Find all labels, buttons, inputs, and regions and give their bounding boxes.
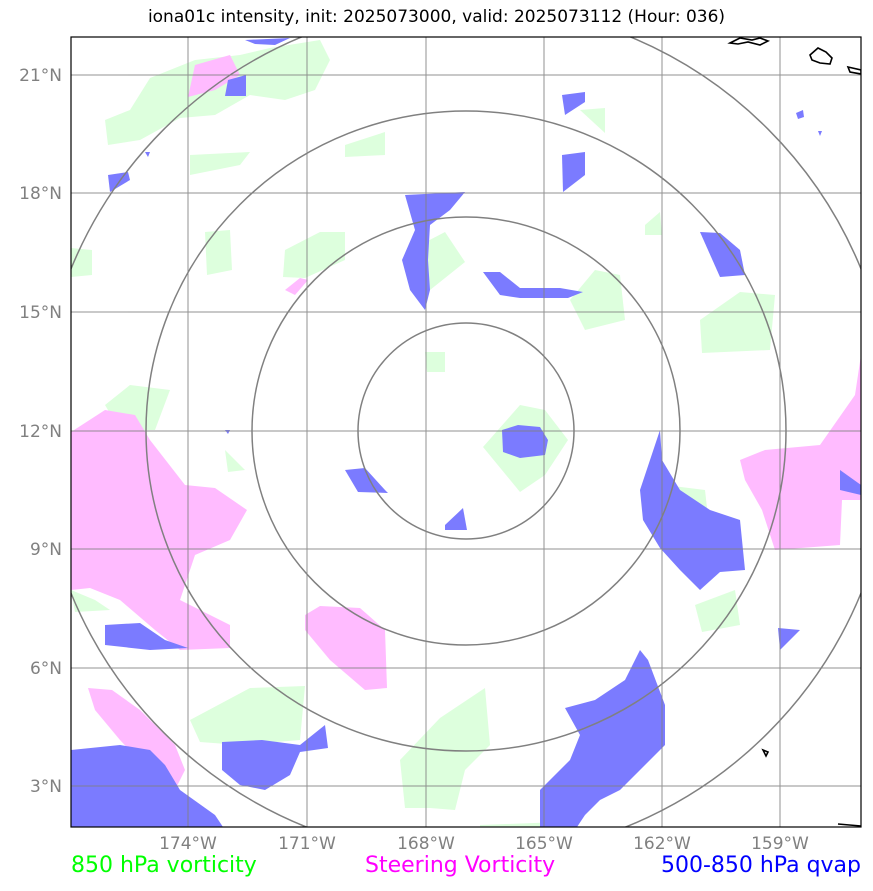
qvap-region — [71, 745, 223, 827]
vort850-region — [695, 590, 740, 632]
vort850-region — [205, 230, 232, 275]
qvap-region — [502, 425, 548, 458]
vort850-region — [71, 590, 110, 612]
lon-label: 171°W — [278, 834, 336, 854]
plot-frame — [70, 36, 862, 828]
vort850-region — [190, 152, 250, 175]
vort850-region — [420, 232, 465, 290]
gridlines — [71, 37, 861, 827]
lat-label: 18°N — [19, 184, 62, 204]
qvap-region — [225, 75, 246, 96]
legend-850-vorticity: 850 hPa vorticity — [71, 853, 257, 878]
island-coastline — [809, 47, 833, 65]
range-rings — [71, 37, 861, 827]
qvap-region — [840, 470, 861, 495]
lon-label: 159°W — [751, 834, 809, 854]
legend-steering-vorticity: Steering Vorticity — [365, 853, 556, 878]
range-ring — [357, 322, 575, 540]
vort850-region — [645, 212, 662, 235]
qvap-region — [345, 468, 388, 493]
steering-region — [188, 55, 240, 97]
island-coastline — [727, 37, 770, 46]
qvap-fields — [71, 38, 861, 827]
map-title: iona01c intensity, init: 2025073000, val… — [147, 7, 726, 27]
qvap-region — [445, 508, 467, 530]
qvap-region — [105, 623, 188, 650]
vort850-region — [105, 40, 330, 145]
qvap-region — [245, 38, 290, 45]
longitude-labels: 174°W 171°W 168°W 165°W 162°W 159°W — [159, 834, 809, 854]
vort850-region — [425, 352, 445, 372]
lon-label: 165°W — [515, 834, 573, 854]
lon-label: 174°W — [159, 834, 217, 854]
vort850-region — [570, 270, 625, 330]
qvap-region — [222, 725, 328, 790]
qvap-region — [402, 192, 465, 310]
lon-label: 162°W — [633, 834, 691, 854]
legend-qvap: 500-850 hPa qvap — [660, 853, 861, 878]
vort850-region — [225, 450, 245, 472]
latitude-labels: 21°N 18°N 15°N 12°N 9°N 6°N 3°N — [19, 66, 62, 797]
vort850-region — [283, 232, 345, 278]
qvap-region — [562, 92, 585, 115]
vort850-fields — [71, 40, 775, 827]
steering-region — [305, 606, 387, 690]
qvap-region — [700, 232, 745, 277]
steering-region — [285, 278, 308, 295]
lat-label: 21°N — [19, 66, 62, 86]
qvap-region — [640, 430, 745, 590]
lat-label: 15°N — [19, 303, 62, 323]
vort850-region — [700, 292, 775, 353]
island-coastline — [837, 823, 861, 827]
qvap-region — [145, 152, 150, 157]
coastlines — [727, 37, 861, 827]
lon-label: 168°W — [397, 834, 455, 854]
qvap-region — [562, 152, 585, 192]
steering-region — [71, 410, 247, 650]
lat-label: 6°N — [30, 659, 62, 679]
steering-region — [740, 355, 861, 550]
range-ring — [145, 110, 787, 752]
vort850-region — [190, 686, 305, 745]
island-coastline — [761, 748, 770, 758]
lat-label: 9°N — [30, 540, 62, 560]
qvap-region — [483, 272, 583, 298]
vort850-region — [580, 108, 605, 133]
range-ring — [251, 216, 681, 646]
island-coastline — [846, 65, 861, 75]
lat-label: 3°N — [30, 777, 62, 797]
lat-label: 12°N — [19, 422, 62, 442]
qvap-region — [818, 131, 822, 136]
qvap-region — [540, 650, 665, 827]
qvap-region — [778, 628, 800, 650]
vort850-region — [400, 688, 490, 810]
vort850-region — [345, 132, 385, 157]
steering-vorticity-fields — [71, 55, 861, 790]
qvap-region — [796, 110, 804, 119]
